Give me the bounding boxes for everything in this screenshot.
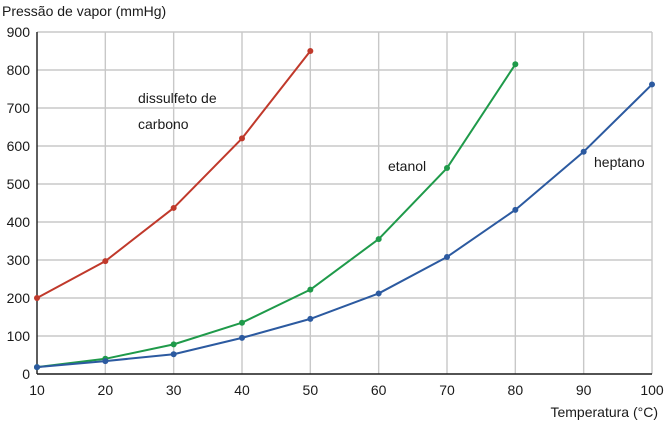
x-tick-label: 20 — [98, 382, 114, 398]
x-tick-label: 40 — [234, 382, 250, 398]
x-axis-title: Temperatura (°C) — [550, 404, 658, 420]
axes — [36, 32, 652, 375]
data-point — [307, 286, 314, 293]
x-tick-label: 50 — [303, 382, 319, 398]
data-point — [307, 315, 314, 322]
data-point — [649, 81, 655, 88]
data-point — [444, 253, 450, 260]
series-line-2 — [36, 83, 653, 369]
y-tick-label: 300 — [7, 252, 31, 268]
x-tick-label: 100 — [640, 382, 664, 398]
data-point — [444, 165, 450, 172]
series-group — [34, 48, 655, 371]
y-tick-label: 700 — [7, 100, 31, 116]
data-point — [239, 334, 245, 341]
x-tick-label: 80 — [508, 382, 524, 398]
data-point — [239, 319, 245, 326]
grid — [37, 31, 653, 374]
y-tick-label: 500 — [7, 176, 31, 192]
y-tick-label: 800 — [7, 62, 31, 78]
data-point — [170, 351, 177, 358]
y-tick-label: 600 — [7, 138, 31, 154]
data-point — [375, 236, 382, 243]
x-tick-label: 10 — [29, 382, 45, 398]
series-label: heptano — [594, 154, 645, 170]
y-tick-label: 0 — [22, 366, 30, 382]
labels-group: 10 20 30 40 50 60 70 80 90 100 0 100 200 300 400 500 600… — [7, 24, 664, 398]
data-point — [102, 258, 109, 265]
data-point — [102, 358, 109, 365]
data-point — [307, 48, 314, 54]
y-tick-label: 400 — [7, 214, 31, 230]
data-point — [170, 204, 177, 211]
data-point — [34, 295, 40, 301]
data-point — [170, 341, 177, 348]
y-tick-label: 900 — [7, 24, 31, 40]
y-tick-label: 100 — [7, 328, 31, 344]
series-label: dissulfeto de — [138, 90, 217, 106]
y-tick-label: 200 — [7, 290, 31, 306]
series-label: etanol — [388, 158, 426, 174]
data-point — [34, 364, 40, 371]
data-point — [239, 135, 245, 142]
data-point — [512, 206, 519, 213]
x-tick-label: 90 — [576, 382, 592, 398]
series-line-1 — [36, 63, 517, 369]
series-label: carbono — [138, 116, 189, 132]
x-tick-label: 70 — [439, 382, 455, 398]
data-point — [512, 61, 519, 68]
data-point — [580, 148, 587, 155]
x-tick-label: 60 — [371, 382, 387, 398]
x-tick-label: 30 — [166, 382, 182, 398]
y-axis-title: Pressão de vapor (mmHg) — [2, 3, 166, 19]
data-point — [375, 290, 382, 297]
